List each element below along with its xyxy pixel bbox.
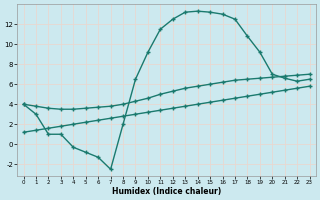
X-axis label: Humidex (Indice chaleur): Humidex (Indice chaleur) bbox=[112, 187, 221, 196]
